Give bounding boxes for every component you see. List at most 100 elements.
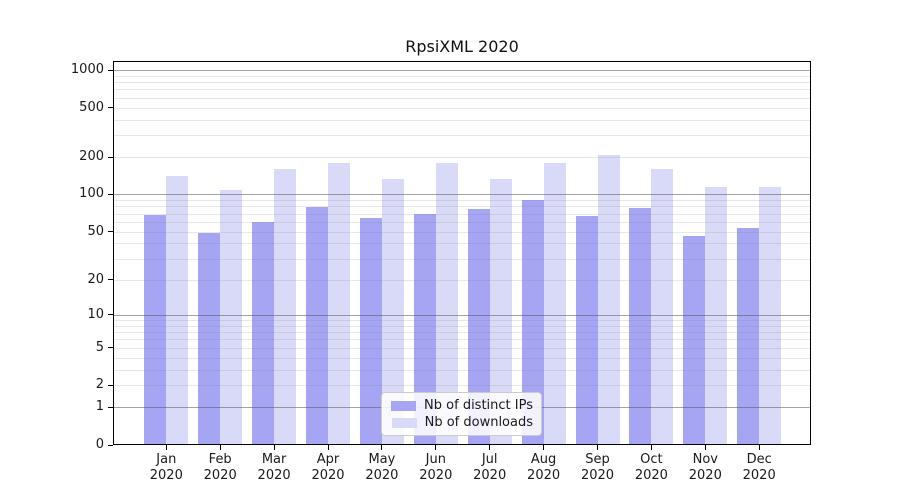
x-tick-label-Oct: Oct 2020 — [634, 452, 668, 483]
gridline-minor-2 — [113, 385, 811, 387]
x-tick-Dec — [758, 445, 760, 450]
bar-downloads-Jul — [489, 179, 512, 445]
legend-item-downloads: Nb of downloads — [388, 414, 533, 431]
gridline-minor-3 — [113, 369, 811, 371]
bar-downloads-Aug — [543, 162, 566, 445]
x-tick-Sep — [597, 445, 598, 450]
x-tick-Jun — [435, 445, 437, 450]
bar-downloads-Mar — [274, 169, 297, 445]
x-tick-label-Jan: Jan 2020 — [149, 452, 183, 483]
y-tick-label-200: 200 — [79, 149, 104, 165]
y-tick-label-20: 20 — [87, 271, 104, 287]
gridline-minor-60 — [113, 221, 811, 223]
bar-ips-Jan — [144, 215, 167, 445]
chart-title: RpsiXML 2020 — [405, 37, 519, 56]
y-tick-label-2: 2 — [95, 377, 104, 393]
bar-downloads-Apr — [328, 163, 350, 445]
x-tick-label-Aug: Aug 2020 — [527, 452, 561, 483]
y-tick-100 — [108, 193, 113, 195]
y-tick-label-10: 10 — [87, 306, 104, 322]
gridline-minor-200 — [113, 157, 811, 159]
bar-ips-Apr — [306, 207, 328, 445]
bar-ips-Mar — [252, 221, 275, 445]
y-tick-label-500: 500 — [79, 99, 104, 115]
y-tick-label-0: 0 — [95, 437, 104, 452]
y-tick-20 — [108, 279, 113, 281]
x-tick-Jul — [489, 445, 491, 450]
gridline-major-10 — [113, 314, 811, 316]
gridline-minor-600 — [113, 97, 811, 99]
y-tick-500 — [108, 107, 113, 109]
y-tick-1000 — [108, 69, 113, 71]
x-tick-Jan — [165, 445, 167, 450]
gridline-minor-20 — [113, 279, 811, 281]
x-tick-label-Jun: Jun 2020 — [419, 452, 453, 483]
x-tick-Oct — [650, 445, 652, 450]
y-tick-50 — [108, 231, 113, 233]
bar-downloads-Jan — [166, 176, 189, 445]
gridline-minor-500 — [113, 107, 811, 109]
gridline-minor-300 — [113, 135, 811, 137]
gridline-minor-40 — [113, 243, 811, 245]
y-tick-label-1: 1 — [95, 399, 104, 415]
bar-ips-May — [359, 218, 382, 445]
legend-swatch-downloads — [391, 417, 417, 428]
x-tick-label-Dec: Dec 2020 — [742, 452, 776, 483]
x-tick-Apr — [327, 445, 329, 450]
x-tick-Feb — [219, 445, 221, 450]
x-tick-label-Nov: Nov 2020 — [688, 452, 722, 483]
y-tick-200 — [108, 156, 113, 158]
legend-label-downloads: Nb of downloads — [424, 415, 533, 430]
gridline-minor-700 — [113, 89, 811, 91]
gridline-minor-7 — [113, 332, 811, 334]
gridline-minor-900 — [113, 75, 811, 77]
gridline-minor-5 — [113, 347, 811, 349]
y-tick-5 — [108, 347, 113, 349]
y-tick-label-1000: 1000 — [70, 62, 104, 77]
gridline-minor-30 — [113, 258, 811, 260]
x-tick-label-Mar: Mar 2020 — [257, 452, 291, 483]
bar-ips-Nov — [683, 236, 706, 445]
y-tick-label-50: 50 — [87, 223, 104, 239]
gridline-minor-70 — [113, 213, 811, 215]
gridline-major-1000 — [113, 70, 811, 71]
plot-area — [113, 61, 811, 445]
x-tick-Mar — [273, 445, 275, 450]
bar-ips-Jun — [413, 214, 436, 445]
x-tick-May — [381, 445, 383, 450]
x-tick-label-Apr: Apr 2020 — [311, 452, 345, 483]
legend-swatch-ips — [391, 400, 417, 411]
gridline-minor-4 — [113, 357, 811, 359]
bar-ips-Jul — [467, 208, 490, 445]
x-tick-label-Sep: Sep 2020 — [580, 452, 615, 483]
y-tick-0 — [108, 444, 113, 446]
x-tick-label-Feb: Feb 2020 — [203, 452, 237, 483]
gridline-minor-400 — [113, 119, 811, 121]
legend-label-ips: Nb of distinct IPs — [424, 398, 533, 413]
gridline-minor-6 — [113, 339, 811, 341]
bar-downloads-Feb — [220, 190, 243, 445]
gridline-minor-8 — [113, 325, 811, 327]
bar-ips-Feb — [198, 232, 221, 445]
x-tick-Nov — [704, 445, 706, 450]
x-tick-Aug — [543, 445, 545, 450]
gridline-minor-50 — [113, 231, 811, 233]
gridline-minor-90 — [113, 200, 811, 202]
bar-downloads-Dec — [759, 186, 782, 445]
bar-downloads-Sep — [597, 154, 620, 445]
bar-downloads-Jun — [435, 163, 458, 445]
bar-ips-Aug — [521, 200, 544, 445]
y-tick-label-5: 5 — [95, 339, 104, 355]
x-tick-label-May: May 2020 — [365, 452, 399, 483]
gridline-minor-80 — [113, 206, 811, 208]
legend-item-ips: Nb of distinct IPs — [388, 397, 533, 414]
y-tick-1 — [108, 406, 113, 408]
y-tick-10 — [108, 314, 113, 316]
bar-ips-Dec — [737, 228, 760, 445]
gridline-major-100 — [113, 194, 811, 196]
x-tick-label-Jul: Jul 2020 — [473, 452, 507, 483]
bar-downloads-Oct — [651, 168, 674, 445]
y-tick-label-100: 100 — [79, 186, 104, 202]
gridline-minor-9 — [113, 320, 811, 322]
